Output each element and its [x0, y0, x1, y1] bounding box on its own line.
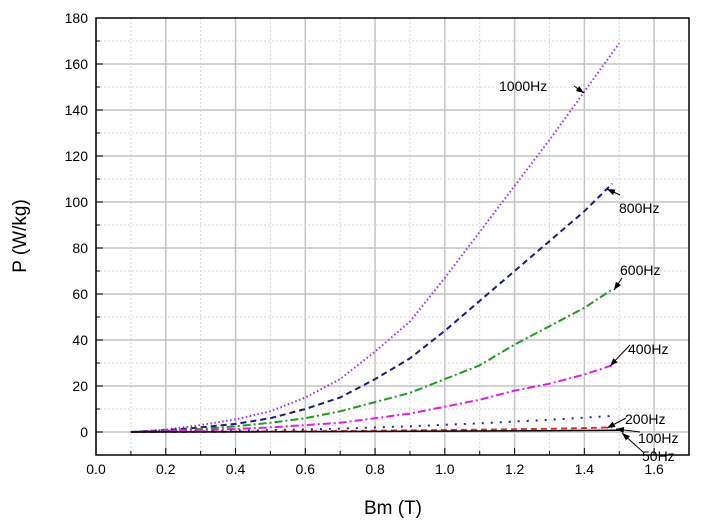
x-tick-label: 0.6 [296, 461, 316, 477]
annotation-label-200Hz: 200Hz [625, 411, 665, 427]
annotation-arrow [609, 344, 631, 367]
annotations: 1000Hz 800Hz 600Hz 400Hz 200Hz 100Hz 50Hz [499, 78, 678, 464]
y-tick-label: 20 [72, 378, 88, 394]
annotation-label-100Hz: 100Hz [638, 430, 678, 446]
annotation-arrow [621, 432, 644, 453]
x-tick-label: 1.0 [435, 461, 455, 477]
annotation-arrow [615, 427, 641, 433]
x-tick-label: 0.2 [156, 461, 176, 477]
series-line-400Hz [130, 364, 613, 433]
y-tick-label: 180 [65, 10, 89, 26]
x-tick-label: 1.6 [644, 461, 664, 477]
series-lines [130, 42, 621, 433]
annotation-arrow [573, 85, 585, 94]
series-line-800Hz [130, 182, 614, 433]
y-axis-label: P (W/kg) [10, 199, 31, 273]
y-tick-label: 140 [65, 102, 89, 118]
y-tick-label: 80 [72, 240, 88, 256]
plot-frame [95, 17, 690, 456]
annotation-label-400Hz: 400Hz [628, 341, 668, 357]
annotation-arrow [613, 277, 623, 291]
y-tick-label: 100 [65, 194, 89, 210]
x-tick-label: 1.2 [505, 461, 525, 477]
series-line-50Hz [130, 429, 620, 433]
x-tick-label: 0.8 [365, 461, 385, 477]
y-tick-label: 0 [80, 424, 88, 440]
annotation-arrow [606, 417, 627, 429]
y-tick-label: 40 [72, 332, 88, 348]
annotation-label-800Hz: 800Hz [619, 200, 659, 216]
x-axis-label: Bm (T) [364, 498, 422, 519]
ticks: 0.0 0.2 0.4 0.6 0.8 1.0 1.2 1.4 1.6 0 20 40 60 80 100 1… [65, 10, 690, 477]
annotation-arrow [606, 188, 621, 196]
x-tick-label: 1.4 [575, 461, 595, 477]
y-tick-label: 60 [72, 286, 88, 302]
y-tick-label: 120 [65, 148, 89, 164]
annotation-label-600Hz: 600Hz [620, 262, 660, 278]
y-tick-label: 160 [65, 56, 89, 72]
annotation-label-50Hz: 50Hz [642, 448, 675, 464]
series-line-600Hz [130, 288, 613, 433]
annotation-label-1000Hz: 1000Hz [499, 78, 547, 94]
grid [95, 18, 690, 455]
x-tick-label: 0.4 [226, 461, 246, 477]
x-tick-label: 0.0 [86, 461, 106, 477]
